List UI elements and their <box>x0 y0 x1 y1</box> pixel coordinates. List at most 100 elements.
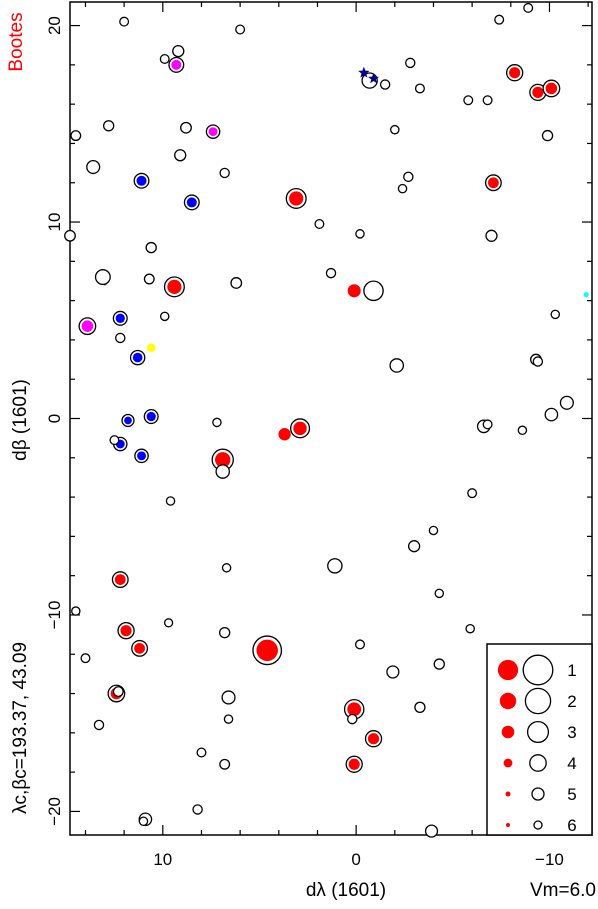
star-ring <box>70 130 82 142</box>
x-axis-title: dλ (1601) <box>306 880 386 901</box>
star-ring <box>219 758 231 770</box>
star-ring <box>215 464 231 479</box>
star-ring <box>532 356 544 367</box>
star-ring <box>218 626 231 639</box>
star-ring <box>119 16 130 27</box>
star-ring <box>159 53 170 64</box>
star-ring <box>174 149 187 162</box>
star-ring <box>485 229 498 242</box>
star-dot-yellow <box>146 343 156 353</box>
star-ring <box>221 690 236 705</box>
y-tick-label: −10 <box>45 601 64 630</box>
star-ring <box>407 540 421 553</box>
star-dot-blue <box>146 411 156 422</box>
star-dot-blue <box>132 352 143 363</box>
star-dot-red <box>114 574 126 585</box>
star-ring <box>414 701 426 713</box>
legend-dot <box>506 823 510 827</box>
legend: 1 2 3 4 5 6 <box>486 643 593 836</box>
chart-title: Bootes <box>6 12 27 71</box>
star-ring <box>517 425 528 436</box>
y-tick-label: 10 <box>45 213 64 232</box>
star-ring <box>434 588 445 599</box>
star-dot-red <box>278 428 291 441</box>
star-ring <box>467 488 478 499</box>
star-ring <box>219 167 230 179</box>
star-ring <box>463 95 474 106</box>
star-ring <box>559 395 574 410</box>
star-ring <box>482 95 493 106</box>
star-ring <box>347 713 358 725</box>
magnitude-limit-label: Vm=6.0 <box>530 880 596 901</box>
legend-label: 5 <box>567 785 576 804</box>
star-ring <box>94 269 111 286</box>
center-coordinates-label: λc,βc=193.37, 43.09 <box>10 642 31 814</box>
legend-dot <box>497 659 519 681</box>
star-ring <box>143 273 155 285</box>
legend-dot <box>499 692 517 710</box>
star-dot-red <box>347 284 361 298</box>
y-axis-title: dβ (1601) <box>10 379 31 461</box>
y-tick-label: 0 <box>45 414 64 423</box>
star-dot-magenta <box>171 59 182 70</box>
star-ring <box>354 639 365 650</box>
star-dot-blue <box>137 451 146 461</box>
legend-ring <box>524 687 552 715</box>
star-ring <box>428 525 439 536</box>
star-ring <box>541 129 554 142</box>
legend-label: 4 <box>567 754 576 773</box>
star-dot-red <box>134 642 146 654</box>
star-ring <box>325 267 337 279</box>
star-ring <box>405 57 416 69</box>
x-tick-label: 10 <box>153 850 172 869</box>
legend-label: 2 <box>567 692 576 711</box>
star-dot-red <box>348 758 360 770</box>
star-ring <box>414 83 425 94</box>
legend-dot <box>503 758 513 768</box>
star-dot-cyan <box>583 292 589 298</box>
star-ring <box>180 121 192 134</box>
star-ring <box>80 653 91 664</box>
star-ring <box>465 623 475 634</box>
star-ring <box>230 277 243 289</box>
star-ring <box>212 417 222 428</box>
star-ring <box>196 747 207 758</box>
y-tick-label: 20 <box>45 16 64 35</box>
star-ring <box>424 824 439 838</box>
star-ring <box>145 241 157 254</box>
star-dot-red <box>215 452 231 468</box>
star-dot-blue <box>136 175 147 186</box>
legend-ring <box>522 654 554 686</box>
star-ring <box>93 719 105 731</box>
star-ring <box>523 2 534 13</box>
star-ring <box>544 407 559 422</box>
star-dot-red <box>545 82 558 95</box>
star-dot-blue <box>124 416 132 425</box>
x-tick-label: −10 <box>535 850 564 869</box>
star-ring <box>172 44 185 58</box>
star-dot-blue <box>115 313 125 323</box>
legend-ring <box>533 820 543 830</box>
star-ring <box>314 219 325 230</box>
star-marker-navy <box>368 72 380 84</box>
star-dot-red <box>256 639 278 662</box>
star-ring <box>115 332 126 344</box>
star-markers <box>64 2 589 838</box>
star-dot-blue <box>186 197 197 208</box>
star-marker-navy <box>358 66 370 78</box>
star-ring <box>109 435 120 446</box>
axis-ticks: 10 0 −10 −20 −10 0 10 20 <box>45 2 592 869</box>
y-tick-label: −20 <box>45 797 64 826</box>
star-dot-magenta <box>208 127 218 137</box>
star-dot-red <box>509 67 521 79</box>
star-ring <box>386 665 400 679</box>
legend-ring <box>526 720 550 744</box>
star-ring <box>71 606 81 616</box>
legend-label: 3 <box>567 723 576 742</box>
star-dot-red <box>532 86 544 98</box>
star-ring <box>112 686 124 698</box>
star-dot-red <box>347 702 362 717</box>
star-dot-red <box>289 191 304 206</box>
star-dot-red <box>488 177 499 189</box>
